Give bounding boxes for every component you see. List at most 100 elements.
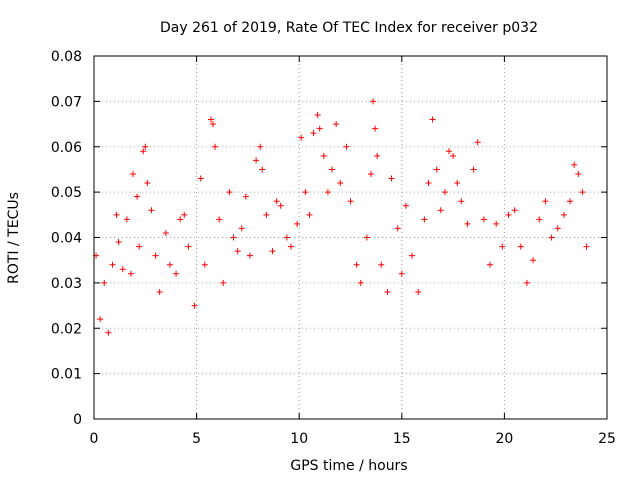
data-point [140,148,147,155]
data-point [185,243,192,250]
data-point [234,248,241,255]
data-point [119,266,126,273]
data-point [450,152,457,159]
data-point [429,116,436,123]
data-point [263,211,270,218]
data-point [166,261,173,268]
y-tick-label: 0.01 [51,367,82,383]
data-point [353,261,360,268]
x-axis-label: GPS time / hours [290,458,407,474]
data-point [499,243,506,250]
data-point [530,257,537,264]
data-point [324,189,331,196]
y-tick-label: 0.08 [51,49,82,65]
data-point [238,225,245,232]
data-point [347,198,354,205]
data-point [368,170,375,177]
data-point [306,211,313,218]
data-point [253,157,260,164]
data-point [115,239,122,246]
data-point [425,180,432,187]
data-point [357,279,364,286]
data-point [511,207,518,214]
data-point [109,261,116,268]
data-point [142,143,149,150]
data-point [226,189,233,196]
data-point [548,234,555,241]
data-point [487,261,494,268]
data-point [337,180,344,187]
data-point [127,270,134,277]
data-point [123,216,130,223]
data-point [152,252,159,259]
data-point [283,234,290,241]
data-point [242,193,249,200]
y-tick-label: 0.03 [51,276,82,292]
data-point [259,166,266,173]
data-point [579,189,586,196]
data-point [173,270,180,277]
data-point [294,220,301,227]
gridlines [94,56,607,419]
data-point [177,216,184,223]
data-point [474,139,481,146]
data-point [437,207,444,214]
data-point [246,252,253,259]
y-tick-label: 0.02 [51,321,82,337]
data-point [433,166,440,173]
data-point [441,189,448,196]
data-point [378,261,385,268]
data-point [470,166,477,173]
data-point [316,125,323,132]
x-tick-label: 25 [598,431,616,447]
y-tick-label: 0.06 [51,140,82,156]
data-point [445,148,452,155]
data-point [480,216,487,223]
data-point [148,207,155,214]
x-tick-label: 0 [90,431,99,447]
x-tick-label: 10 [290,431,308,447]
x-tick-label: 5 [192,431,201,447]
y-tick-label: 0 [73,412,82,428]
data-point [394,225,401,232]
data-point [329,166,336,173]
data-point [207,116,214,123]
data-point [144,180,151,187]
data-point [554,225,561,232]
data-point [583,243,590,250]
data-point [363,234,370,241]
data-point [523,279,530,286]
data-point [220,279,227,286]
x-tick-label: 15 [393,431,411,447]
data-point [191,302,198,309]
data-point [402,202,409,209]
data-point [210,121,217,128]
x-tick-label: 20 [495,431,513,447]
data-point [136,243,143,250]
data-point [320,152,327,159]
data-point [409,252,416,259]
data-point [298,134,305,141]
data-points [93,98,590,336]
data-point [458,198,465,205]
chart-title: Day 261 of 2019, Rate Of TEC Index for r… [160,20,538,36]
data-point [398,270,405,277]
data-point [464,220,471,227]
axis-ticks: 0 5 10 15 20 25 0 0.01 0.02 0.03 0.04 0.05 0.06 0.07 0… [51,49,616,447]
data-point [113,211,120,218]
data-point [212,143,219,150]
data-point [571,161,578,168]
data-point [415,288,422,295]
data-point [201,261,208,268]
y-axis-label: ROTI / TECUs [6,192,22,284]
data-point [505,211,512,218]
data-point [277,202,284,209]
data-point [216,216,223,223]
data-point [374,152,381,159]
data-point [575,170,582,177]
data-point [384,288,391,295]
data-point [493,220,500,227]
data-point [97,316,104,323]
data-point [273,198,280,205]
